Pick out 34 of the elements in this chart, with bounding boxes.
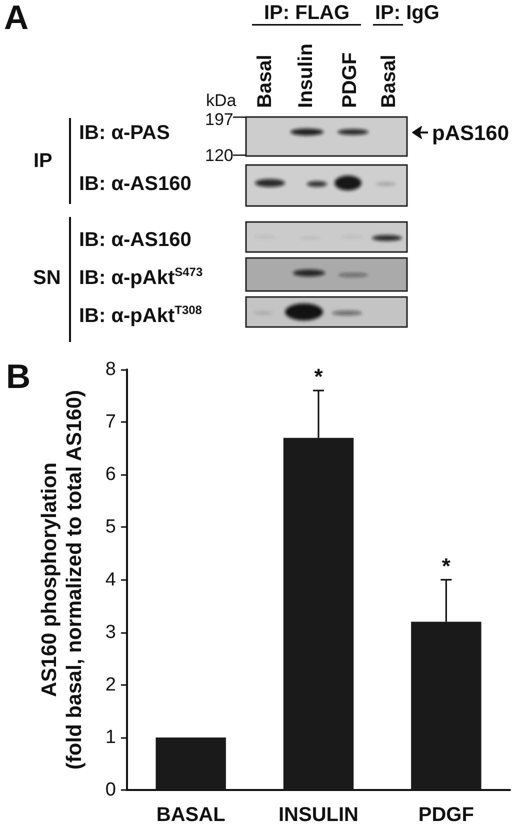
- text: SN: [33, 267, 61, 289]
- x-tick-label: BASAL: [156, 804, 226, 825]
- text: Basal: [254, 54, 276, 108]
- text: IB: α-AS160: [79, 229, 192, 251]
- text: IP: [34, 150, 52, 172]
- y-tick-label: 7: [105, 412, 116, 433]
- text: 120: [205, 146, 234, 164]
- annotation: *: [442, 553, 451, 578]
- y-tick-label: 8: [105, 359, 116, 380]
- text: IP: FLAG: [264, 2, 350, 24]
- y-tick-label: 5: [105, 516, 116, 538]
- text: IB: α-pAkt$^{S473}$: [79, 265, 203, 289]
- text: A: [4, 0, 29, 37]
- text: IB: α-pAkt$^{T308}$: [79, 303, 202, 327]
- annotation: *: [314, 364, 324, 390]
- y-tick-label: 2: [105, 674, 116, 696]
- y-tick-label: 4: [105, 569, 116, 590]
- y-tick-label: 1: [105, 726, 116, 748]
- y-axis-title: AS160 phosphorylation (fold basal, normalized to total AS160): [38, 390, 86, 770]
- text: IB: α-AS160: [79, 173, 192, 195]
- y-tick-label: 6: [105, 464, 116, 486]
- text: 197: [205, 110, 234, 129]
- x-tick-label: INSULIN: [278, 804, 358, 825]
- text: Insulin: [295, 44, 317, 108]
- text: pAS160: [432, 122, 510, 144]
- text: kDa: [206, 90, 236, 110]
- y-tick-label: 3: [105, 622, 116, 643]
- text: PDGF: [339, 52, 361, 108]
- chart-title: B: [6, 358, 31, 396]
- x-tick-label: PDGF: [418, 804, 474, 825]
- text: IB: α-PAS: [79, 122, 170, 144]
- y-tick-label: 0: [105, 780, 116, 800]
- text: IP: IgG: [375, 2, 440, 24]
- text: Basal: [378, 54, 400, 108]
